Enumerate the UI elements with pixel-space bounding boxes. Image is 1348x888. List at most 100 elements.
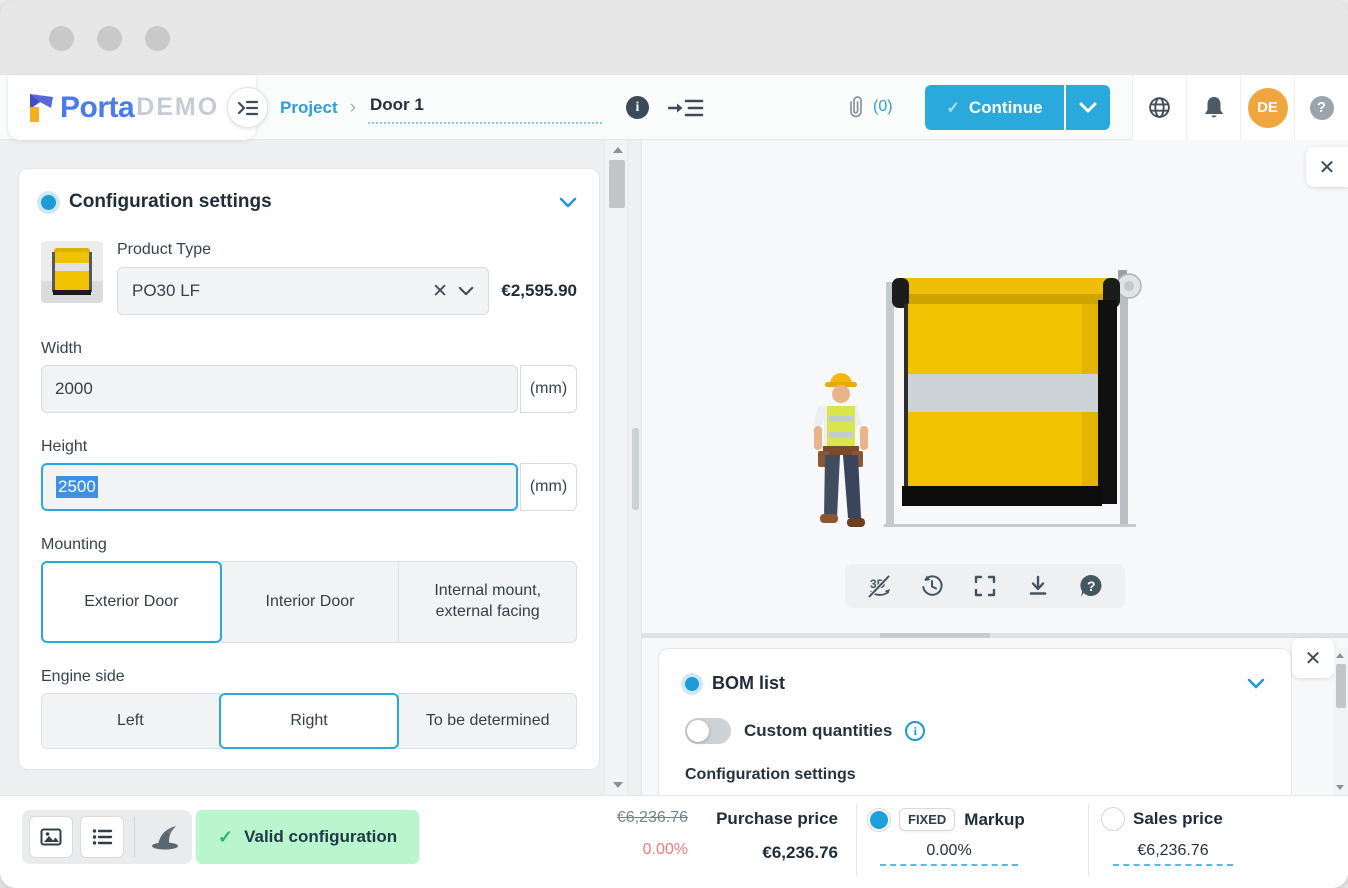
continue-button[interactable]: ✓ Continue [925, 85, 1064, 130]
mounting-label: Mounting [41, 536, 107, 553]
mounting-option-internal-mount[interactable]: Internal mount, external facing [398, 561, 578, 643]
collapse-bom-button[interactable] [1247, 678, 1265, 689]
fixed-mode-badge[interactable]: FIXED [899, 808, 956, 831]
go-to-list-button[interactable] [668, 98, 704, 118]
notifications-button[interactable] [1186, 75, 1240, 140]
breadcrumb: Project › Door 1 [280, 75, 602, 140]
splitter-handle[interactable] [880, 633, 990, 638]
sidebar-toggle-button[interactable] [227, 87, 268, 128]
continue-dropdown-button[interactable] [1066, 85, 1110, 130]
image-view-button[interactable] [29, 816, 73, 858]
porta-logo-icon [30, 93, 53, 122]
brand-name: Porta [60, 90, 135, 124]
product-price: €2,595.90 [501, 281, 577, 300]
custom-quantities-toggle[interactable] [685, 718, 731, 744]
info-button[interactable]: i [626, 96, 649, 119]
height-input[interactable]: 2500 [41, 463, 518, 511]
mounting-options: Exterior Door Interior Door Internal mou… [41, 561, 578, 643]
download-image-button[interactable] [1021, 569, 1055, 603]
scroll-down-arrow[interactable] [1336, 785, 1344, 790]
width-field: 2000 (mm) [41, 365, 577, 413]
toggle-3d-button[interactable]: 3D [862, 569, 896, 603]
info-icon: i [626, 96, 649, 119]
download-icon [1029, 575, 1047, 595]
sales-price-option[interactable]: Sales price [1102, 808, 1223, 830]
close-bom-button[interactable]: ✕ [1292, 638, 1334, 678]
width-value: 2000 [55, 379, 93, 398]
bom-scrollbar[interactable] [1334, 648, 1348, 795]
attachments-button[interactable]: (0) [846, 95, 893, 119]
divider [134, 817, 135, 857]
panel-splitter-vertical[interactable] [629, 140, 642, 795]
configuration-settings-header[interactable]: Configuration settings [41, 191, 577, 213]
chevron-down-icon [559, 197, 577, 207]
sales-price-radio[interactable] [1102, 808, 1124, 830]
left-panel-scrollbar[interactable] [604, 140, 628, 795]
scrollbar-thumb[interactable] [1336, 664, 1346, 708]
user-menu-button[interactable]: DE [1240, 75, 1294, 140]
purchase-price-label: Purchase price [716, 809, 838, 828]
splitter-handle[interactable] [632, 428, 639, 510]
fullscreen-button[interactable] [968, 569, 1002, 603]
scroll-up-arrow[interactable] [613, 147, 623, 153]
mounting-option-interior-door[interactable]: Interior Door [220, 561, 400, 643]
divider [856, 804, 857, 876]
bom-list-header[interactable]: BOM list [685, 673, 1265, 694]
info-icon[interactable]: i [905, 721, 926, 741]
validation-status-text: Valid configuration [244, 827, 398, 846]
scroll-down-arrow[interactable] [613, 782, 623, 788]
clear-selection-icon[interactable]: ✕ [432, 280, 448, 302]
chevron-down-icon [1079, 102, 1097, 113]
splitter-line [642, 633, 1348, 638]
avatar: DE [1247, 87, 1288, 128]
custom-quantities-row: Custom quantities i [685, 718, 1265, 744]
width-label: Width [41, 340, 82, 357]
reset-history-button[interactable] [915, 569, 949, 603]
validation-status-badge: ✓ Valid configuration [196, 810, 420, 864]
toggle-knob [687, 720, 709, 742]
scrollbar-thumb[interactable] [609, 160, 625, 208]
help-button[interactable]: ? [1294, 75, 1348, 140]
app-body: Porta DEMO Project › Door 1 [0, 75, 1348, 888]
bom-list-card: BOM list [658, 648, 1292, 797]
window-dot [97, 26, 122, 51]
wizard-hat-icon [152, 826, 178, 850]
collapse-section-button[interactable] [559, 197, 577, 208]
custom-quantities-label: Custom quantities [744, 721, 893, 740]
footer-view-tools [22, 810, 192, 864]
markup-mode-option[interactable]: FIXED Markup [868, 808, 1025, 831]
arrow-to-list-icon [668, 99, 704, 117]
height-field: 2500 (mm) [41, 463, 577, 511]
help-bubble-icon: ? [1079, 574, 1102, 597]
engine-side-option-right[interactable]: Right [218, 693, 400, 749]
list-view-button[interactable] [80, 816, 124, 858]
engine-side-option-left[interactable]: Left [41, 693, 220, 749]
document-name-input[interactable]: Door 1 [367, 91, 602, 124]
markup-value-input[interactable]: 0.00% [880, 842, 1018, 866]
viewer-help-button[interactable]: ? [1074, 569, 1108, 603]
purchase-price-column: Purchase price €6,236.76 [696, 809, 838, 863]
configurator-panel: Configuration settings [0, 140, 604, 795]
chevron-down-icon [458, 286, 474, 296]
wizard-mode-button[interactable] [145, 816, 185, 858]
engine-side-option-tbd[interactable]: To be determined [398, 693, 578, 749]
panel-splitter-horizontal[interactable] [642, 632, 1348, 640]
window-dot [145, 26, 170, 51]
breadcrumb-project-link[interactable]: Project [280, 97, 338, 117]
scroll-up-arrow[interactable] [1336, 653, 1344, 658]
discount-percent: 0.00% [642, 841, 688, 858]
mounting-option-exterior-door[interactable]: Exterior Door [41, 561, 222, 643]
product-viewer: 3D [642, 140, 1348, 632]
continue-label: Continue [968, 97, 1043, 117]
language-button[interactable] [1132, 75, 1186, 140]
logo[interactable]: Porta DEMO [8, 75, 256, 140]
purchase-discount-column: €6,236.76 0.00% [540, 809, 688, 859]
original-price: €6,236.76 [616, 809, 688, 826]
product-thumbnail [41, 241, 103, 303]
product-type-select[interactable]: PO30 LF ✕ [117, 267, 489, 315]
sales-price-value-input[interactable]: €6,236.76 [1113, 842, 1233, 866]
width-input[interactable]: 2000 [41, 365, 518, 413]
close-viewer-button[interactable]: ✕ [1306, 147, 1348, 187]
markup-radio[interactable] [868, 808, 890, 831]
